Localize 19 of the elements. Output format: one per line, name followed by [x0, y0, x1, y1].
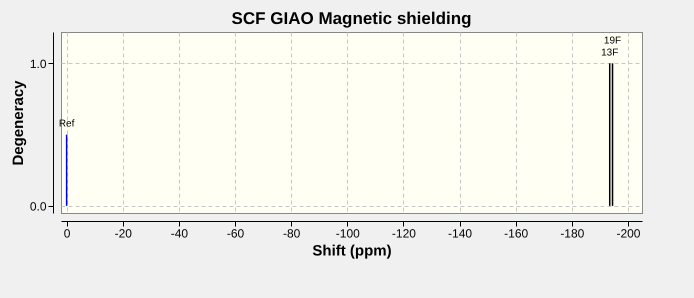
x-axis-title: Shift (ppm) — [312, 242, 392, 260]
y-tick-label: 1.0 — [30, 56, 47, 71]
x-tick-label: -180 — [560, 226, 585, 240]
series-label: 19F — [604, 35, 622, 46]
x-tick-label: -60 — [226, 226, 245, 240]
x-tick-label: -160 — [504, 226, 529, 240]
x-tick-label: -20 — [114, 226, 132, 240]
x-tick-label: -200 — [616, 226, 641, 240]
series-label: Ref — [58, 118, 75, 130]
y-axis-title: Degeneracy — [10, 80, 27, 166]
series-label: 13F — [601, 47, 618, 58]
x-tick-label: 0 — [64, 226, 71, 240]
chart-title: SCF GIAO Magnetic shielding — [232, 9, 472, 28]
x-tick-label: -120 — [392, 226, 416, 240]
x-tick-label: -40 — [170, 226, 188, 240]
y-tick-label: 0.0 — [30, 199, 47, 214]
x-tick-label: -140 — [448, 226, 472, 240]
x-tick-label: -100 — [336, 226, 360, 240]
x-tick-label: -80 — [282, 226, 301, 240]
